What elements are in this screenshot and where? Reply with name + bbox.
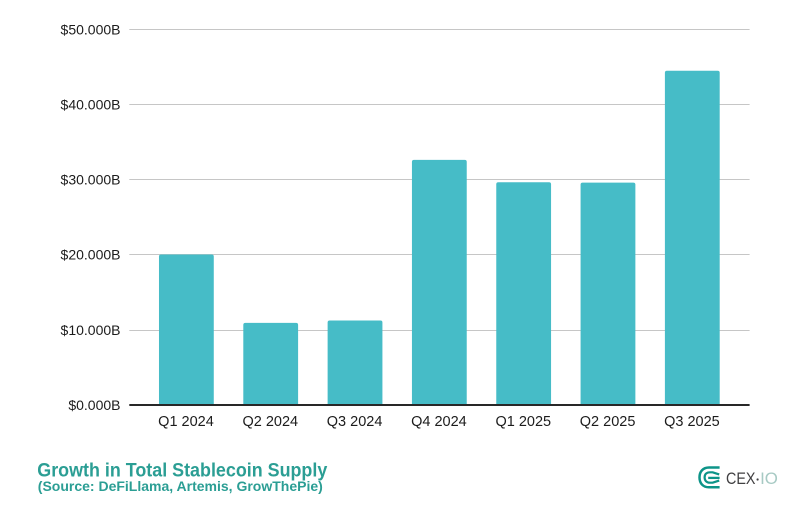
svg-text:$20.000B: $20.000B: [61, 246, 121, 262]
svg-text:Q3 2025: Q3 2025: [664, 414, 720, 430]
svg-text:Q2 2024: Q2 2024: [242, 414, 298, 430]
svg-text:$50.000B: $50.000B: [61, 21, 121, 37]
svg-text:Q3 2024: Q3 2024: [327, 414, 383, 430]
svg-text:$30.000B: $30.000B: [61, 171, 121, 187]
svg-text:CEX: CEX: [726, 469, 756, 488]
svg-text:Q2 2025: Q2 2025: [580, 414, 636, 430]
svg-text:IO: IO: [760, 469, 778, 488]
svg-text:Q1 2024: Q1 2024: [158, 414, 214, 430]
svg-text:$40.000B: $40.000B: [61, 96, 121, 112]
svg-text:$10.000B: $10.000B: [61, 322, 121, 338]
svg-text:(Source: DeFiLlama, Artemis, G: (Source: DeFiLlama, Artemis, GrowThePie): [38, 478, 323, 494]
svg-text:Q1 2025: Q1 2025: [495, 414, 551, 430]
svg-text:Q4 2024: Q4 2024: [411, 414, 467, 430]
svg-text:$0.000B: $0.000B: [68, 397, 120, 413]
svg-text:Growth in Total Stablecoin Sup: Growth in Total Stablecoin Supply: [37, 461, 327, 482]
